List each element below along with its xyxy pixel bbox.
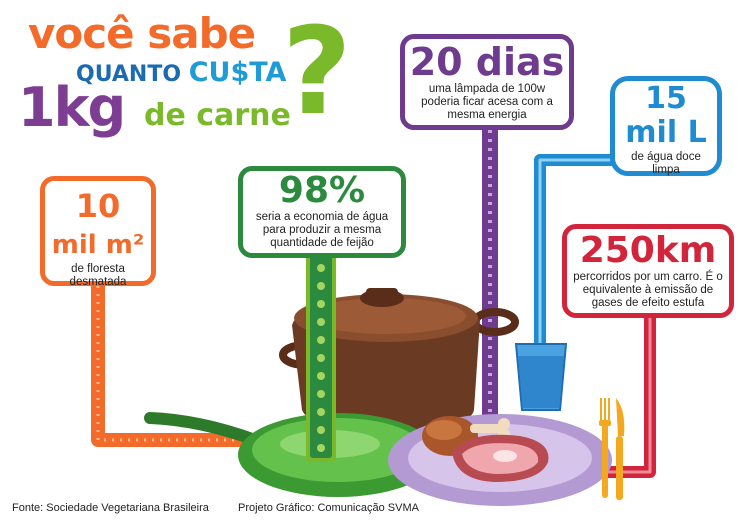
headline-line-2: QUANTO CU$TA	[76, 58, 286, 90]
fork-icon	[599, 398, 611, 498]
fact-car: 250km percorridos por um carro. É o equi…	[562, 224, 734, 318]
headline-line-1: você sabe	[28, 9, 256, 58]
fact-lamp: 20 dias uma lâmpada de 100w poderia fica…	[400, 34, 574, 130]
headline-custa: CU$TA	[188, 57, 287, 88]
blue-pipe	[534, 154, 612, 350]
fact-forest: 10 mil m² de floresta desmatada	[40, 176, 156, 288]
orange-pipe	[91, 286, 268, 447]
fact-lamp-text: uma lâmpada de 100w poderia ficar acesa …	[421, 83, 553, 121]
fact-forest-text: de floresta desmatada	[69, 263, 127, 288]
footer-source: Fonte: Sociedade Vegetariana Brasileira	[12, 502, 209, 514]
green-pipe	[306, 250, 336, 462]
fact-lamp-value: 20 dias	[409, 40, 565, 84]
fact-water-saving-value: 98%	[278, 170, 366, 211]
fact-car-value: 250km	[579, 230, 717, 271]
fact-water-saving: 98% seria a economia de água para produz…	[238, 166, 406, 258]
fact-water-unit: mil L	[625, 115, 707, 150]
frying-pan-icon	[144, 412, 438, 497]
cooking-pot-icon	[279, 288, 519, 432]
headline-de-carne: de carne	[144, 98, 291, 133]
fact-forest-unit: mil m²	[51, 230, 145, 260]
fact-water-value: 15	[645, 81, 687, 116]
fact-water-text: de água doce limpa	[631, 151, 701, 176]
fact-forest-value: 10	[75, 187, 121, 225]
fact-water-saving-text: seria a economia de água para produzir a…	[255, 211, 389, 249]
fact-water: 15 mil L de água doce limpa	[610, 76, 722, 176]
fact-car-text: percorridos por um carro. É o equivalent…	[573, 271, 723, 309]
headline-1kg: 1kg	[18, 76, 126, 139]
question-mark-icon: ?	[282, 3, 352, 142]
steak-icon	[452, 434, 549, 482]
knife-icon	[616, 398, 625, 500]
water-glass-icon	[514, 343, 568, 411]
headline-quanto: QUANTO	[76, 62, 189, 87]
footer-credit: Projeto Gráfico: Comunicação SVMA	[238, 502, 419, 514]
